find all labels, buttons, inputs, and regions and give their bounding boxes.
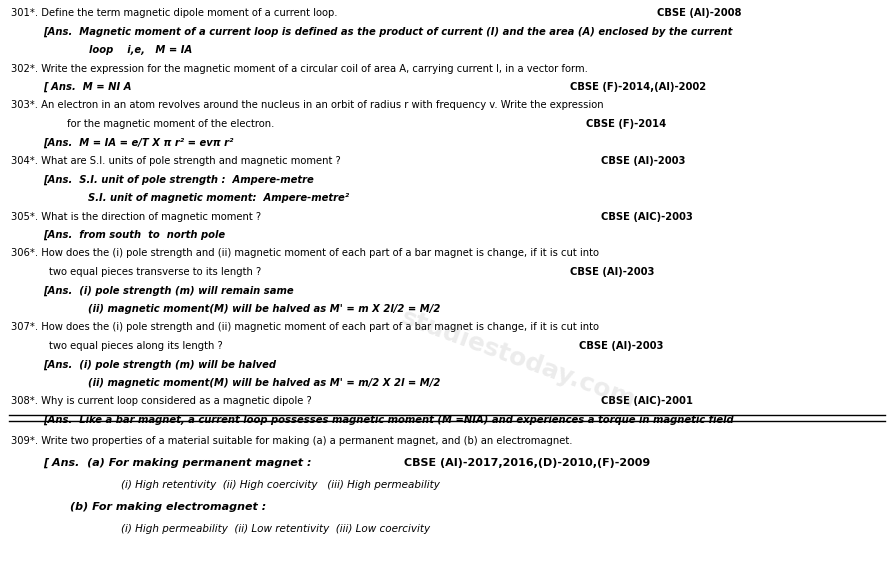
Text: 303*. An electron in an atom revolves around the nucleus in an orbit of radius r: 303*. An electron in an atom revolves ar… (11, 101, 603, 111)
Text: studiestoday.com: studiestoday.com (398, 305, 639, 413)
Text: CBSE (AI)-2017,2016,(D)-2010,(F)-2009: CBSE (AI)-2017,2016,(D)-2010,(F)-2009 (404, 458, 650, 468)
Text: 308*. Why is current loop considered as a magnetic dipole ?: 308*. Why is current loop considered as … (11, 397, 311, 406)
Text: [Ans.  S.I. unit of pole strength :  Ampere-metre: [Ans. S.I. unit of pole strength : Amper… (43, 174, 314, 185)
Text: [Ans.  Like a bar magnet, a current loop possesses magnetic moment (M =NIA) and : [Ans. Like a bar magnet, a current loop … (43, 415, 734, 425)
Text: (ii) magnetic moment(M) will be halved as M' = m/2 X 2l = M/2: (ii) magnetic moment(M) will be halved a… (88, 378, 440, 388)
Text: CBSE (AIC)-2001: CBSE (AIC)-2001 (601, 397, 693, 406)
Text: [ Ans.  M = NI A: [ Ans. M = NI A (43, 82, 131, 92)
Text: [Ans.  M = IA = e/T X π r² = evπ r²: [Ans. M = IA = e/T X π r² = evπ r² (43, 137, 233, 148)
Text: two equal pieces transverse to its length ?: two equal pieces transverse to its lengt… (49, 267, 261, 277)
Text: 301*. Define the term magnetic dipole moment of a current loop.: 301*. Define the term magnetic dipole mo… (11, 8, 337, 18)
Text: 307*. How does the (i) pole strength and (ii) magnetic moment of each part of a : 307*. How does the (i) pole strength and… (11, 323, 599, 332)
Text: 302*. Write the expression for the magnetic moment of a circular coil of area A,: 302*. Write the expression for the magne… (11, 64, 587, 74)
Text: (b) For making electromagnet :: (b) For making electromagnet : (70, 502, 266, 512)
Text: CBSE (AI)-2008: CBSE (AI)-2008 (657, 8, 742, 18)
Text: [Ans.  (i) pole strength (m) will remain same: [Ans. (i) pole strength (m) will remain … (43, 285, 293, 296)
Text: CBSE (AI)-2003: CBSE (AI)-2003 (601, 156, 685, 166)
Text: 306*. How does the (i) pole strength and (ii) magnetic moment of each part of a : 306*. How does the (i) pole strength and… (11, 248, 599, 258)
Text: 305*. What is the direction of magnetic moment ?: 305*. What is the direction of magnetic … (11, 211, 261, 222)
Text: CBSE (AIC)-2003: CBSE (AIC)-2003 (601, 211, 693, 222)
Text: CBSE (F)-2014: CBSE (F)-2014 (586, 119, 666, 129)
Text: [Ans.  Magnetic moment of a current loop is defined as the product of current (I: [Ans. Magnetic moment of a current loop … (43, 27, 732, 36)
Text: [Ans.  (i) pole strength (m) will be halved: [Ans. (i) pole strength (m) will be halv… (43, 360, 276, 370)
Text: (i) High permeability  (ii) Low retentivity  (iii) Low coercivity: (i) High permeability (ii) Low retentivi… (121, 524, 430, 534)
Text: CBSE (F)-2014,(AI)-2002: CBSE (F)-2014,(AI)-2002 (570, 82, 706, 92)
Text: S.I. unit of magnetic moment:  Ampere-metre²: S.I. unit of magnetic moment: Ampere-met… (88, 193, 349, 203)
Text: CBSE (AI)-2003: CBSE (AI)-2003 (579, 341, 663, 351)
Text: (i) High retentivity  (ii) High coercivity   (iii) High permeability: (i) High retentivity (ii) High coercivit… (121, 480, 440, 490)
Text: 309*. Write two properties of a material suitable for making (a) a permanent mag: 309*. Write two properties of a material… (11, 436, 572, 446)
Text: CBSE (AI)-2003: CBSE (AI)-2003 (570, 267, 654, 277)
Text: for the magnetic moment of the electron.: for the magnetic moment of the electron. (67, 119, 274, 129)
Text: loop    i,e,   M = IA: loop i,e, M = IA (89, 45, 192, 55)
Text: (ii) magnetic moment(M) will be halved as M' = m X 2l/2 = M/2: (ii) magnetic moment(M) will be halved a… (88, 304, 440, 314)
Text: [ Ans.  (a) For making permanent magnet :: [ Ans. (a) For making permanent magnet : (43, 458, 311, 468)
Text: two equal pieces along its length ?: two equal pieces along its length ? (49, 341, 223, 351)
Text: 304*. What are S.I. units of pole strength and magnetic moment ?: 304*. What are S.I. units of pole streng… (11, 156, 341, 166)
Text: [Ans.  from south  to  north pole: [Ans. from south to north pole (43, 230, 225, 240)
